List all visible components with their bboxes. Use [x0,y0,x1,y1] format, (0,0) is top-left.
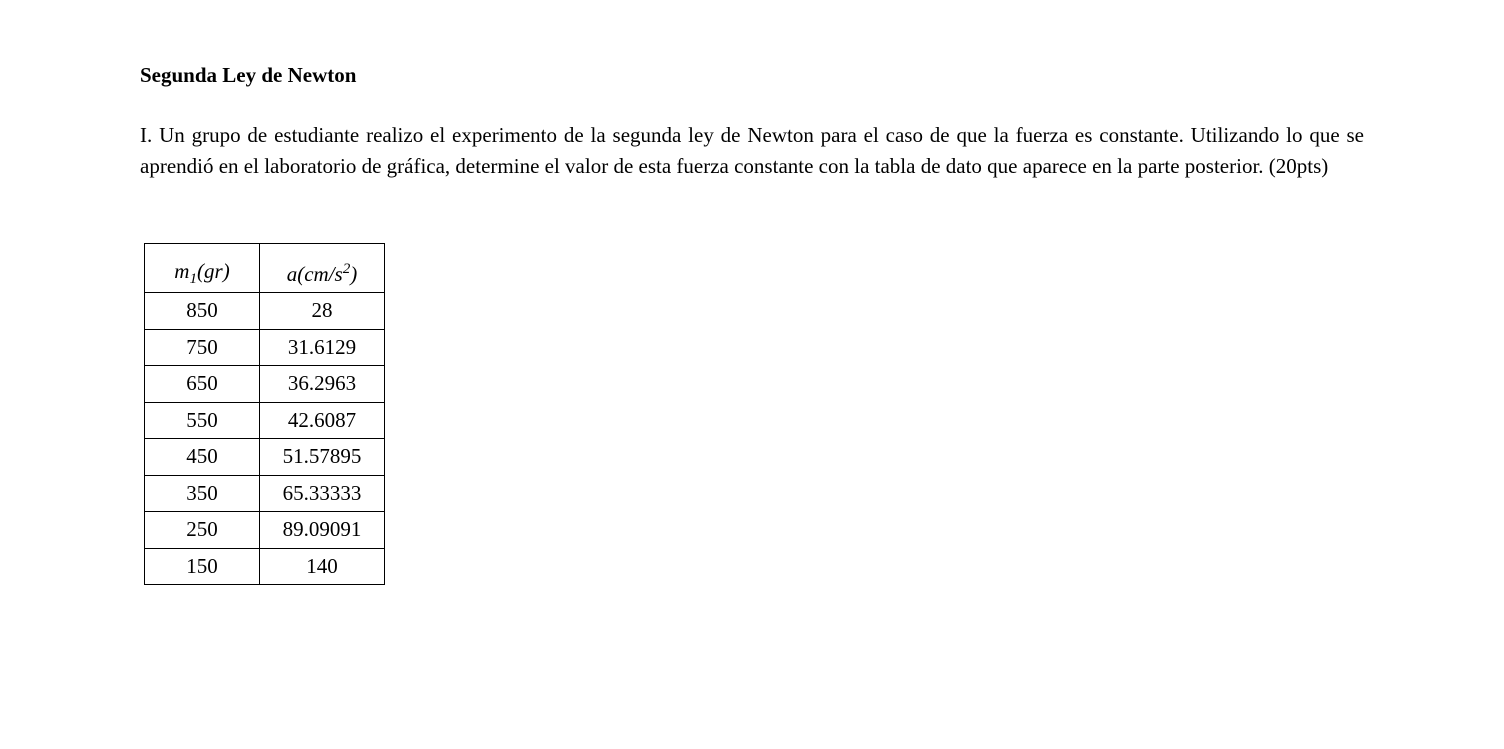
accel-suffix: ) [350,262,357,286]
accel-cell: 42.6087 [260,402,385,439]
table-row: 550 42.6087 [145,402,385,439]
mass-cell: 550 [145,402,260,439]
document-title: Segunda Ley de Newton [140,60,1364,92]
table-row: 450 51.57895 [145,439,385,476]
table-row: 750 31.6129 [145,329,385,366]
accel-prefix: a(cm/s [287,262,343,286]
mass-cell: 750 [145,329,260,366]
accel-cell: 140 [260,548,385,585]
mass-cell: 250 [145,512,260,549]
table-row: 150 140 [145,548,385,585]
table-row: 650 36.2963 [145,366,385,403]
column-header-mass: m1(gr) [145,243,260,293]
accel-cell: 28 [260,293,385,330]
data-table: m1(gr) a(cm/s2) 850 28 750 31.6129 650 3… [144,243,385,586]
mass-cell: 850 [145,293,260,330]
mass-symbol: m [174,259,189,283]
column-header-accel: a(cm/s2) [260,243,385,293]
table-row: 850 28 [145,293,385,330]
accel-cell: 31.6129 [260,329,385,366]
mass-unit: (gr) [197,259,230,283]
accel-cell: 89.09091 [260,512,385,549]
accel-cell: 65.33333 [260,475,385,512]
intro-paragraph: I. Un grupo de estudiante realizo el exp… [140,120,1364,183]
mass-subscript: 1 [189,271,197,287]
accel-cell: 51.57895 [260,439,385,476]
table-header-row: m1(gr) a(cm/s2) [145,243,385,293]
mass-cell: 450 [145,439,260,476]
mass-cell: 350 [145,475,260,512]
table-row: 250 89.09091 [145,512,385,549]
accel-cell: 36.2963 [260,366,385,403]
mass-cell: 150 [145,548,260,585]
table-row: 350 65.33333 [145,475,385,512]
mass-cell: 650 [145,366,260,403]
